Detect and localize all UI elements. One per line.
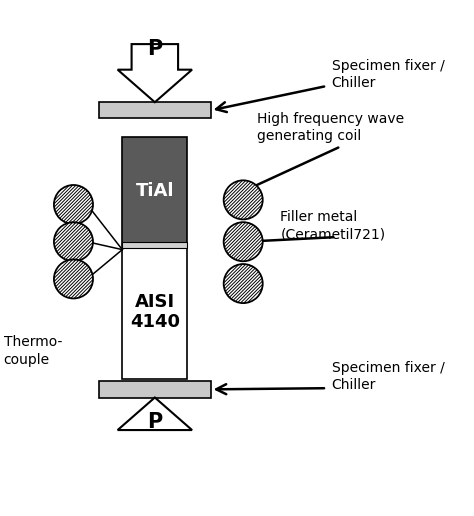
Circle shape: [224, 264, 263, 303]
Circle shape: [54, 222, 93, 261]
Bar: [122, 137, 187, 244]
Polygon shape: [118, 397, 192, 430]
Circle shape: [224, 181, 263, 219]
Circle shape: [54, 185, 93, 224]
Text: Filler metal
(Cerametil721): Filler metal (Cerametil721): [281, 210, 385, 241]
Bar: [99, 381, 210, 397]
Bar: [122, 245, 187, 379]
Text: TiAl: TiAl: [136, 182, 174, 200]
Circle shape: [54, 260, 93, 298]
Circle shape: [224, 222, 263, 261]
Text: P: P: [147, 412, 163, 432]
Bar: [99, 102, 210, 119]
Text: Specimen fixer /
Chiller: Specimen fixer / Chiller: [331, 361, 444, 392]
Polygon shape: [118, 44, 192, 102]
Text: High frequency wave
generating coil: High frequency wave generating coil: [257, 112, 404, 143]
Bar: [122, 242, 187, 248]
Text: AISI
4140: AISI 4140: [130, 293, 180, 331]
Text: P: P: [147, 39, 163, 59]
Text: Specimen fixer /
Chiller: Specimen fixer / Chiller: [331, 59, 444, 90]
Text: Thermo-
couple: Thermo- couple: [4, 335, 62, 367]
